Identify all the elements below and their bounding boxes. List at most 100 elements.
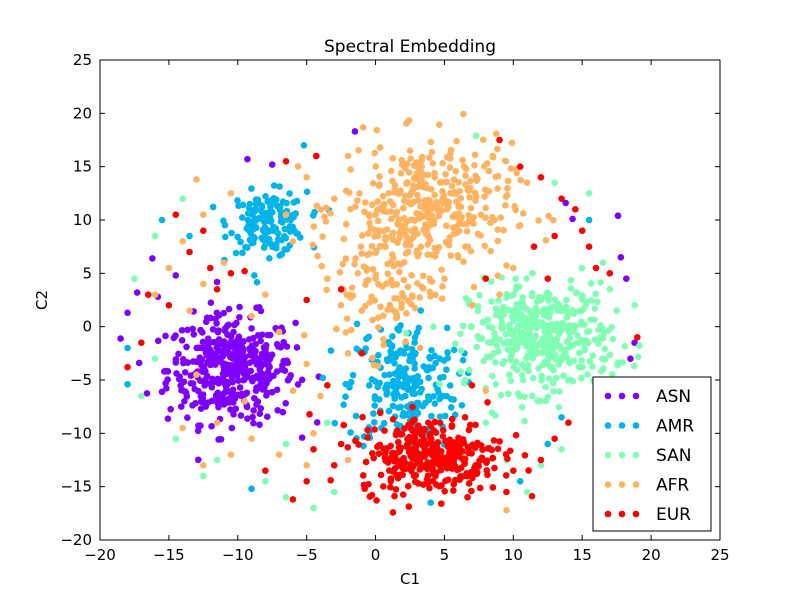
point-amr — [342, 393, 349, 400]
point-asn — [204, 335, 212, 343]
point-asn — [279, 362, 286, 369]
point-afr — [516, 222, 524, 229]
point-eur — [565, 419, 572, 426]
point-amr — [390, 377, 397, 385]
point-eur — [364, 426, 371, 434]
point-asn — [569, 215, 576, 223]
point-afr — [438, 266, 445, 273]
point-afr — [394, 295, 402, 302]
point-san — [592, 290, 599, 298]
point-eur — [391, 492, 398, 500]
point-amr — [242, 243, 249, 251]
point-afr — [408, 292, 416, 299]
point-san — [476, 291, 483, 299]
point-asn — [135, 359, 143, 367]
point-eur — [427, 437, 434, 444]
point-san — [200, 472, 207, 480]
point-asn — [260, 344, 268, 351]
point-amr — [272, 244, 280, 252]
point-afr — [408, 227, 416, 235]
point-san — [597, 322, 604, 329]
point-amr — [270, 182, 278, 189]
point-eur — [502, 451, 510, 458]
point-eur — [384, 459, 392, 466]
point-san — [545, 375, 553, 382]
point-eur — [303, 296, 310, 304]
x-axis-label: C1 — [400, 570, 420, 588]
point-san — [505, 339, 513, 347]
point-eur — [362, 458, 370, 466]
point-asn — [244, 370, 251, 377]
point-san — [468, 322, 475, 330]
point-afr — [397, 261, 405, 268]
point-amr — [340, 401, 347, 409]
point-eur — [491, 464, 498, 472]
point-asn — [229, 386, 237, 393]
point-san — [485, 339, 492, 346]
point-eur — [344, 444, 352, 451]
point-amr — [434, 385, 441, 393]
point-eur — [490, 437, 498, 444]
point-san — [582, 300, 590, 308]
point-afr — [323, 286, 330, 294]
point-afr — [448, 182, 456, 190]
y-tick-label: 10 — [73, 211, 92, 229]
point-afr — [416, 344, 424, 352]
point-afr — [372, 163, 380, 170]
point-san — [472, 132, 480, 140]
point-afr — [545, 212, 552, 220]
point-eur — [387, 442, 394, 450]
point-san — [511, 305, 519, 313]
point-eur — [359, 413, 366, 421]
point-afr — [503, 262, 510, 269]
point-asn — [204, 399, 212, 406]
point-amr — [309, 212, 317, 219]
point-san — [597, 279, 605, 286]
point-afr — [400, 293, 407, 301]
point-afr — [220, 259, 228, 266]
point-amr — [391, 359, 398, 367]
point-eur — [482, 275, 490, 282]
point-san — [544, 393, 552, 401]
point-amr — [544, 440, 552, 448]
point-eur — [465, 426, 473, 434]
point-afr — [377, 204, 384, 212]
point-san — [523, 488, 531, 496]
point-afr — [494, 145, 501, 153]
point-afr — [508, 139, 516, 147]
point-amr — [436, 374, 444, 382]
point-eur — [206, 264, 214, 272]
point-eur — [458, 455, 466, 462]
point-afr — [388, 276, 395, 284]
point-afr — [405, 169, 413, 176]
point-san — [522, 331, 530, 339]
point-san — [560, 324, 568, 331]
point-afr — [282, 211, 290, 218]
point-amr — [234, 233, 241, 241]
point-eur — [448, 415, 456, 423]
point-asn — [213, 309, 221, 317]
point-eur — [521, 452, 529, 459]
point-san — [518, 297, 526, 305]
point-san — [138, 392, 145, 400]
series-afr — [151, 110, 557, 514]
point-eur — [409, 454, 417, 461]
point-afr — [376, 144, 384, 151]
point-san — [521, 393, 528, 400]
point-asn — [264, 331, 272, 339]
point-afr — [418, 283, 425, 290]
point-eur — [483, 457, 491, 464]
point-san — [482, 419, 490, 426]
legend-marker — [632, 481, 640, 488]
point-afr — [342, 255, 350, 262]
point-san — [497, 314, 505, 321]
point-afr — [494, 226, 501, 233]
point-afr — [275, 451, 283, 458]
point-eur — [365, 480, 372, 488]
point-eur — [411, 416, 418, 424]
point-eur — [418, 463, 426, 471]
point-afr — [364, 230, 372, 237]
x-tick-label: −5 — [296, 546, 318, 564]
point-eur — [324, 382, 331, 389]
